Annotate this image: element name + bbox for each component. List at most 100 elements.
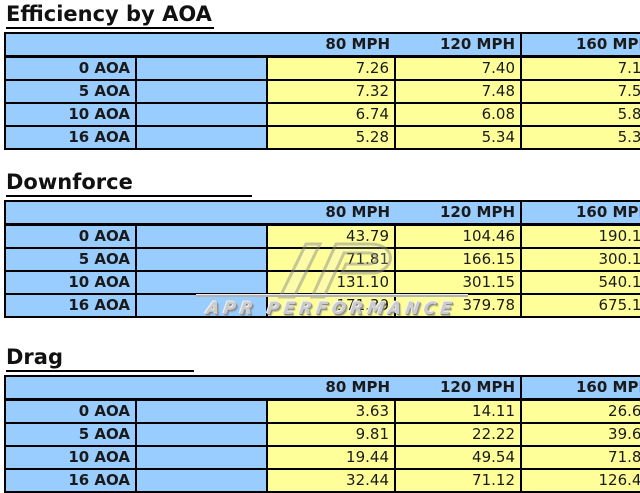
value-cell: 540.15 bbox=[520, 270, 640, 295]
header-spacer-cell bbox=[4, 200, 136, 226]
value-cell: 7.48 bbox=[394, 79, 522, 104]
column-header: 160 MPH bbox=[520, 200, 640, 226]
table-title: Drag bbox=[6, 345, 194, 372]
column-header: 80 MPH bbox=[267, 200, 395, 226]
table-row: 0 AOA 7.267.407.14 bbox=[4, 55, 640, 81]
row-label: 5 AOA bbox=[4, 247, 137, 272]
column-header: 120 MPH bbox=[395, 32, 522, 58]
value-cell: 301.15 bbox=[394, 270, 522, 295]
value-cell: 300.13 bbox=[520, 247, 640, 272]
value-cell: 22.22 bbox=[394, 422, 522, 447]
row-label: 0 AOA bbox=[4, 398, 137, 424]
value-cell: 6.74 bbox=[266, 102, 396, 127]
table-title: Efficiency by AOA bbox=[6, 2, 214, 29]
row-spacer-cell bbox=[135, 445, 268, 470]
row-label: 10 AOA bbox=[4, 102, 137, 127]
value-cell: 7.26 bbox=[266, 55, 396, 81]
row-spacer-cell bbox=[135, 270, 268, 295]
column-header: 160 MPH bbox=[520, 32, 640, 58]
value-cell: 71.81 bbox=[266, 247, 396, 272]
row-spacer-cell bbox=[135, 398, 268, 424]
value-cell: 43.79 bbox=[266, 223, 396, 249]
row-label: 10 AOA bbox=[4, 445, 137, 470]
value-cell: 6.08 bbox=[394, 102, 522, 127]
value-cell: 71.12 bbox=[394, 468, 522, 493]
column-header: 80 MPH bbox=[267, 375, 395, 401]
value-cell: 7.57 bbox=[520, 79, 640, 104]
value-cell: 104.46 bbox=[394, 223, 522, 249]
value-cell: 7.32 bbox=[266, 79, 396, 104]
header-spacer-cell bbox=[136, 200, 267, 226]
row-spacer-cell bbox=[135, 102, 268, 127]
row-label: 16 AOA bbox=[4, 468, 137, 493]
header-spacer-cell bbox=[4, 375, 136, 401]
value-cell: 32.44 bbox=[266, 468, 396, 493]
value-cell: 675.16 bbox=[520, 293, 640, 318]
value-cell: 39.62 bbox=[520, 422, 640, 447]
value-cell: 26.62 bbox=[520, 398, 640, 424]
value-cell: 379.78 bbox=[394, 293, 522, 318]
value-cell: 131.10 bbox=[266, 270, 396, 295]
row-label: 0 AOA bbox=[4, 223, 137, 249]
header-spacer-cell bbox=[136, 32, 267, 58]
table-title: Downforce bbox=[6, 170, 252, 197]
value-cell: 71.86 bbox=[520, 445, 640, 470]
column-header: 80 MPH bbox=[267, 32, 395, 58]
value-cell: 3.63 bbox=[266, 398, 396, 424]
row-label: 5 AOA bbox=[4, 79, 137, 104]
value-cell: 166.15 bbox=[394, 247, 522, 272]
header-spacer-cell bbox=[4, 32, 136, 58]
value-cell: 7.40 bbox=[394, 55, 522, 81]
column-header: 160 MPH bbox=[520, 375, 640, 401]
value-cell: 7.14 bbox=[520, 55, 640, 81]
value-cell: 5.34 bbox=[520, 125, 640, 150]
row-spacer-cell bbox=[135, 223, 268, 249]
row-label: 16 AOA bbox=[4, 293, 137, 318]
value-cell: 171.39 bbox=[266, 293, 396, 318]
row-label: 0 AOA bbox=[4, 55, 137, 81]
row-spacer-cell bbox=[135, 247, 268, 272]
value-cell: 5.34 bbox=[394, 125, 522, 150]
row-spacer-cell bbox=[135, 422, 268, 447]
column-header: 120 MPH bbox=[395, 375, 522, 401]
row-spacer-cell bbox=[135, 293, 268, 318]
row-spacer-cell bbox=[135, 55, 268, 81]
column-header: 120 MPH bbox=[395, 200, 522, 226]
row-spacer-cell bbox=[135, 79, 268, 104]
value-cell: 9.81 bbox=[266, 422, 396, 447]
row-label: 10 AOA bbox=[4, 270, 137, 295]
row-spacer-cell bbox=[135, 125, 268, 150]
table-row: 5 AOA 7.327.487.57 bbox=[4, 79, 640, 104]
value-cell: 5.28 bbox=[266, 125, 396, 150]
row-label: 16 AOA bbox=[4, 125, 137, 150]
value-cell: 126.43 bbox=[520, 468, 640, 493]
value-cell: 49.54 bbox=[394, 445, 522, 470]
header-spacer-cell bbox=[136, 375, 267, 401]
value-cell: 19.44 bbox=[266, 445, 396, 470]
table-row: 10 AOA 6.746.085.89 bbox=[4, 102, 640, 127]
row-spacer-cell bbox=[135, 468, 268, 493]
row-label: 5 AOA bbox=[4, 422, 137, 447]
value-cell: 190.15 bbox=[520, 223, 640, 249]
value-cell: 14.11 bbox=[394, 398, 522, 424]
value-cell: 5.89 bbox=[520, 102, 640, 127]
